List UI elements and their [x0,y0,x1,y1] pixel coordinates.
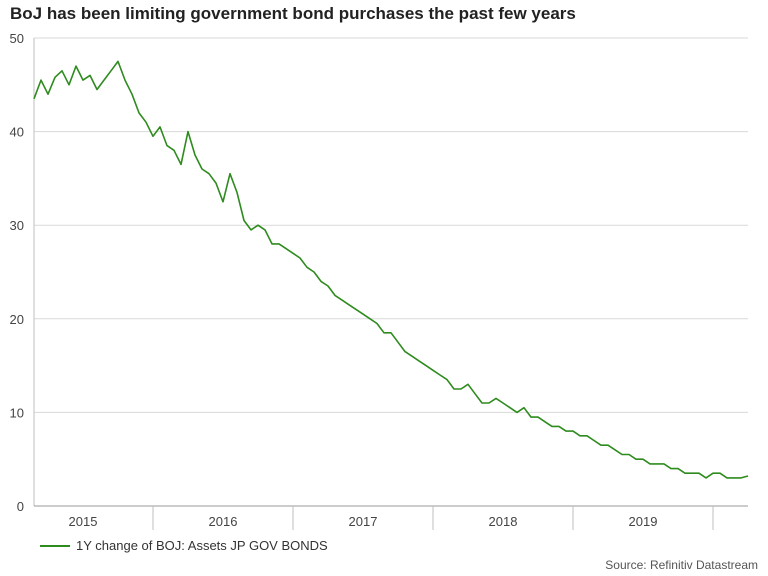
legend-swatch [40,544,70,547]
x-tick-label: 2016 [209,514,238,529]
y-tick-label: 10 [10,405,24,420]
y-tick-label: 0 [17,499,24,514]
y-tick-label: 20 [10,312,24,327]
legend: 1Y change of BOJ: Assets JP GOV BONDS [40,538,328,553]
y-tick-label: 30 [10,218,24,233]
axes: 0 10 20 30 40 50 2015 2016 2017 2018 2019 [10,31,748,530]
x-tick-label: 2015 [69,514,98,529]
x-tick-label: 2019 [629,514,658,529]
chart-title: BoJ has been limiting government bond pu… [10,4,576,23]
series-layer [33,60,749,479]
y-tick-label: 40 [10,125,24,140]
series-line-0 [33,60,749,479]
gridlines [34,37,748,413]
source-note: Source: Refinitiv Datastream [605,558,758,572]
legend-label: 1Y change of BOJ: Assets JP GOV BONDS [76,538,328,553]
x-tick-label: 2018 [489,514,518,529]
x-tick-label: 2017 [349,514,378,529]
y-tick-label: 50 [10,31,24,46]
